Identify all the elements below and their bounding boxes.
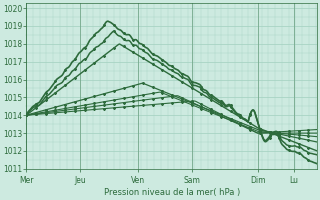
X-axis label: Pression niveau de la mer( hPa ): Pression niveau de la mer( hPa ) <box>104 188 240 197</box>
